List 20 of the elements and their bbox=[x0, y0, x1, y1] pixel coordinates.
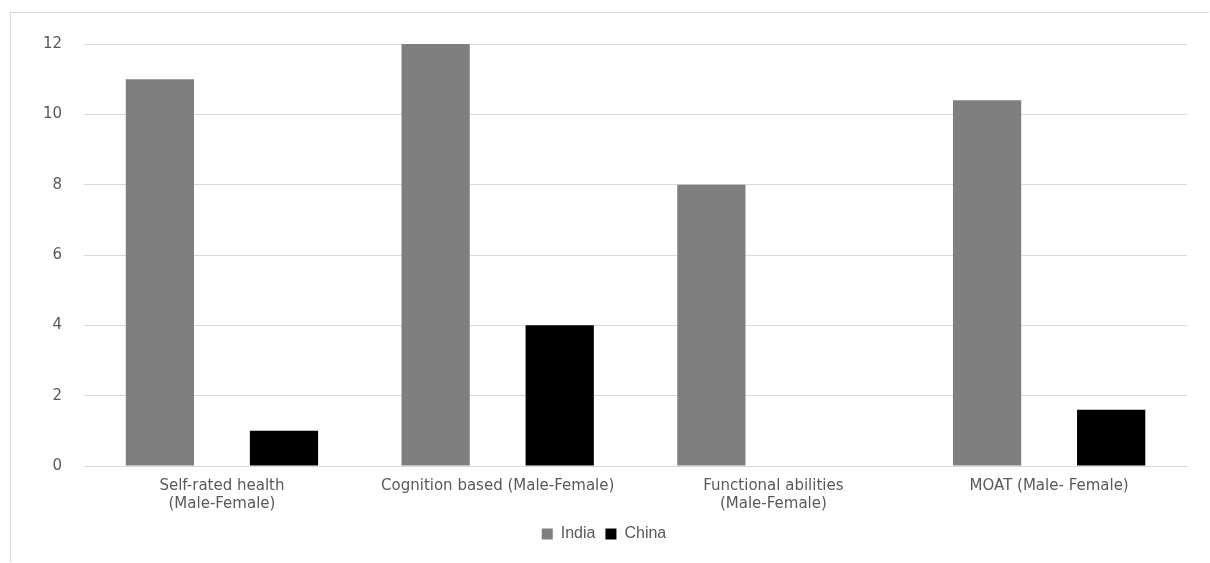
x-tick-label: Self-rated health (Male-Female) bbox=[159, 475, 285, 512]
bar bbox=[401, 44, 470, 466]
bar bbox=[952, 100, 1022, 466]
bar bbox=[525, 325, 594, 466]
legend-label: India bbox=[560, 524, 596, 542]
x-tick-label: MOAT (Male- Female) bbox=[969, 475, 1129, 494]
bar bbox=[125, 79, 195, 466]
bar bbox=[677, 184, 746, 466]
x-tick-label: Cognition based (Male-Female) bbox=[381, 475, 615, 494]
y-tick-label: 4 bbox=[52, 315, 63, 334]
bar bbox=[1077, 409, 1146, 466]
y-tick-label: 12 bbox=[42, 33, 63, 52]
x-tick-label: Functional abilities (Male-Female) bbox=[703, 475, 844, 512]
y-tick-label: 2 bbox=[52, 385, 63, 404]
y-tick-label: 10 bbox=[42, 104, 63, 123]
y-tick-label: 6 bbox=[52, 244, 63, 263]
legend-label: China bbox=[624, 524, 667, 542]
bar bbox=[249, 430, 319, 466]
y-tick-label: 0 bbox=[52, 455, 63, 474]
y-tick-label: 8 bbox=[52, 174, 63, 193]
